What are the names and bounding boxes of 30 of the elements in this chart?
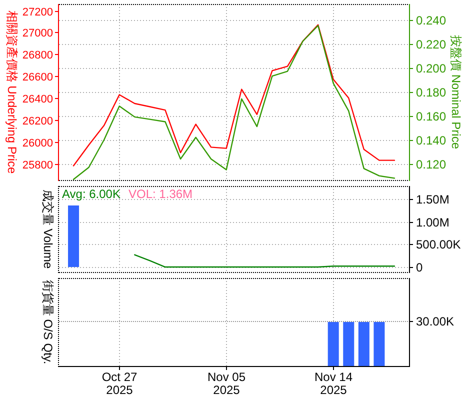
y2-tick-label: 0.200 bbox=[416, 62, 446, 76]
y-tick-label: 25800 bbox=[22, 160, 53, 172]
line-series bbox=[134, 254, 396, 268]
y2-tick-label: 0.120 bbox=[416, 158, 446, 172]
annotation: VOL: 1.36M bbox=[128, 187, 193, 201]
y-tick-label: 27000 bbox=[22, 28, 53, 40]
y-tick-label: 0 bbox=[416, 260, 423, 274]
ref-line-label: 30.00K bbox=[416, 314, 454, 328]
y-tick-label: 1.50M bbox=[416, 192, 450, 206]
y-tick-label: 26000 bbox=[22, 138, 53, 150]
y-axis-title: 相關資產價格 Underlying Price bbox=[5, 10, 19, 174]
y-tick-label: 26400 bbox=[22, 94, 53, 106]
y-axis-title: 成交量 Volume bbox=[41, 189, 55, 270]
x-tick-label: Nov 14 2025 bbox=[314, 370, 353, 397]
y-tick-label: 26200 bbox=[22, 116, 53, 128]
y2-tick-label: 0.160 bbox=[416, 110, 446, 124]
y-axis-title: 街貨量 O/S Qty. bbox=[41, 280, 55, 364]
y2-axis-title: 按盤價 Nominal Price bbox=[449, 34, 463, 150]
y2-tick-label: 0.180 bbox=[416, 86, 446, 100]
y-tick-label: 1.00M bbox=[416, 216, 450, 230]
annotation: Avg: 6.00K bbox=[62, 187, 120, 201]
y2-tick-label: 0.220 bbox=[416, 38, 446, 52]
y-tick-label: 27200 bbox=[22, 6, 53, 18]
y-tick-label: 500.00K bbox=[416, 238, 461, 252]
x-tick-label: Oct 27 2025 bbox=[102, 370, 138, 397]
y2-tick-label: 0.140 bbox=[416, 134, 446, 148]
y-tick-label: 26600 bbox=[22, 72, 53, 84]
y2-tick-label: 0.240 bbox=[416, 14, 446, 28]
x-tick-label: Nov 05 2025 bbox=[207, 370, 246, 397]
y-tick-label: 26800 bbox=[22, 50, 53, 62]
